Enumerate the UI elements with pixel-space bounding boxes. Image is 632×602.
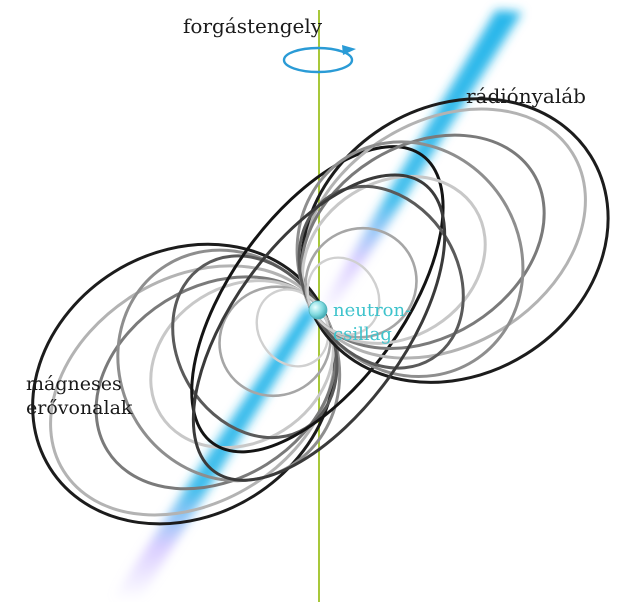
field-lines-label-line2: erővonalak xyxy=(26,397,133,419)
neutron-star-label-line2: csillag xyxy=(333,324,392,345)
radio-beam-upper xyxy=(318,10,522,316)
rotation-arrow-icon xyxy=(282,45,356,74)
neutron-star-label-line1: neutron- xyxy=(333,300,412,321)
field-lines-label-line1: mágneses xyxy=(26,373,122,395)
radio-beam-lower xyxy=(112,306,318,600)
rotation-axis-label: forgástengely xyxy=(183,14,323,38)
neutron-star-icon xyxy=(308,300,328,320)
field-lines-label: mágneses erővonalak xyxy=(26,372,132,420)
radio-beam-label: rádiónyaláb xyxy=(466,84,586,108)
neutron-star-label: neutron- csillag xyxy=(333,299,411,347)
